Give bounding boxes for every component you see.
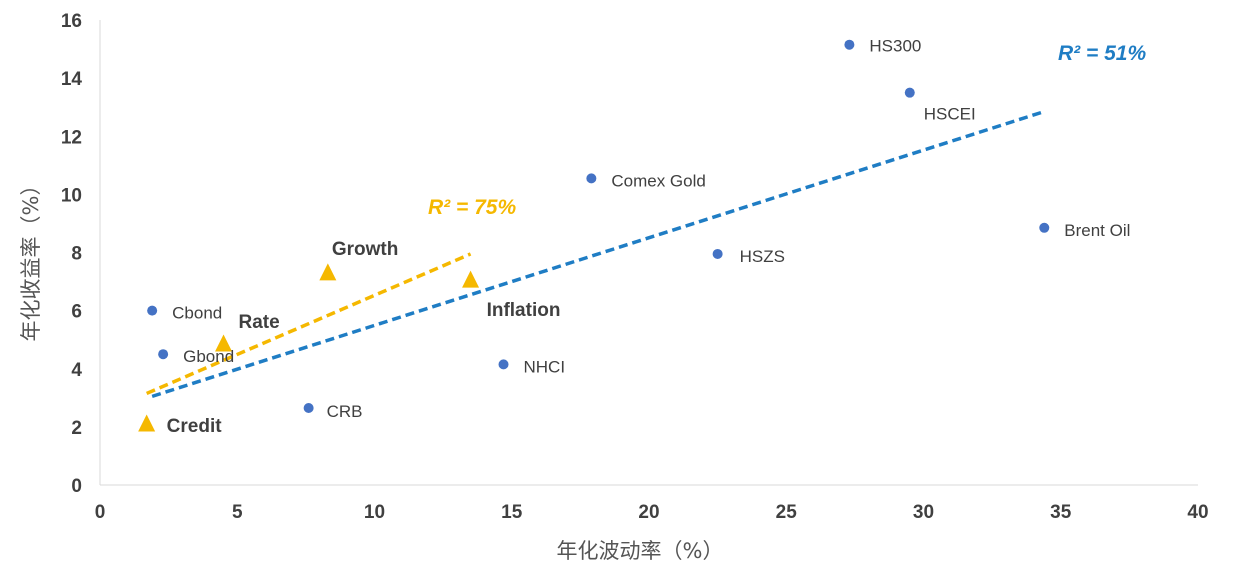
factor-point xyxy=(215,334,233,352)
r2-labels: R² = 51% R² = 75% xyxy=(428,42,1146,219)
x-tick-label: 0 xyxy=(95,502,106,523)
asset-point-label: HSZS xyxy=(740,247,785,266)
factor-point xyxy=(462,270,480,288)
asset-point-label: HSCEI xyxy=(924,105,976,124)
r2-label: R² = 51% xyxy=(1058,42,1146,65)
factor-point xyxy=(138,414,156,432)
asset-series xyxy=(147,39,1050,413)
y-tick-label: 8 xyxy=(71,244,82,265)
x-tick-label: 20 xyxy=(638,502,659,523)
factor-point-label: Growth xyxy=(332,239,399,260)
y-tick-labels: 0 2 4 6 8 10 12 14 16 xyxy=(61,11,83,497)
asset-point-label: HS300 xyxy=(869,37,921,56)
y-tick-label: 2 xyxy=(71,418,82,439)
asset-point-label: Gbond xyxy=(183,347,234,366)
asset-point-label: Comex Gold xyxy=(611,171,705,190)
asset-point xyxy=(498,359,509,370)
y-tick-label: 4 xyxy=(71,360,82,381)
y-tick-label: 12 xyxy=(61,127,82,148)
x-tick-label: 25 xyxy=(776,502,798,523)
asset-point-label: Cbond xyxy=(172,304,222,323)
y-tick-label: 14 xyxy=(61,69,83,90)
factor-point-label: Credit xyxy=(167,416,223,437)
point-labels: Cbond Gbond CRB NHCI Comex Gold HSZS HS300 HSCE… xyxy=(167,37,1131,437)
y-tick-label: 0 xyxy=(71,476,82,497)
x-axis-title: 年化波动率（%） xyxy=(557,539,724,563)
asset-point xyxy=(147,305,158,316)
asset-point-label: CRB xyxy=(327,402,363,421)
asset-point xyxy=(158,349,169,360)
x-tick-label: 5 xyxy=(232,502,243,523)
asset-point xyxy=(712,248,723,259)
axes xyxy=(99,20,1198,486)
y-tick-label: 6 xyxy=(71,302,82,323)
y-axis-title: 年化收益率（%） xyxy=(19,175,43,342)
factor-point xyxy=(319,263,337,281)
y-tick-label: 10 xyxy=(61,185,82,206)
trendlines xyxy=(145,109,1045,399)
y-tick-label: 16 xyxy=(61,11,82,32)
asset-point-label: Brent Oil xyxy=(1064,221,1130,240)
factor-series xyxy=(138,263,480,432)
r2-label: R² = 75% xyxy=(428,196,516,219)
x-tick-labels: 0 5 10 15 20 25 30 35 40 xyxy=(95,502,1209,523)
factor-point-label: Inflation xyxy=(487,300,561,321)
x-tick-label: 10 xyxy=(364,502,385,523)
trendline xyxy=(151,109,1045,399)
asset-point xyxy=(844,39,855,50)
asset-point xyxy=(904,87,915,98)
asset-point xyxy=(1039,222,1050,233)
x-tick-label: 15 xyxy=(501,502,523,523)
asset-point xyxy=(303,402,314,413)
factor-point-label: Rate xyxy=(239,312,280,333)
asset-point-label: NHCI xyxy=(524,357,566,376)
x-tick-label: 40 xyxy=(1187,502,1208,523)
trendline xyxy=(145,252,472,396)
x-tick-label: 35 xyxy=(1050,502,1072,523)
asset-point xyxy=(586,173,597,184)
x-tick-label: 30 xyxy=(913,502,934,523)
